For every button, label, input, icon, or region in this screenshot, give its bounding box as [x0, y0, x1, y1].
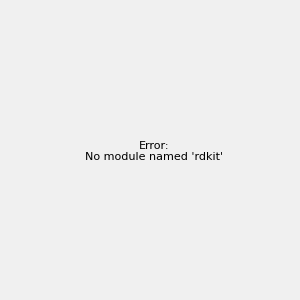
Text: Error:
No module named 'rdkit': Error: No module named 'rdkit' — [85, 141, 223, 162]
